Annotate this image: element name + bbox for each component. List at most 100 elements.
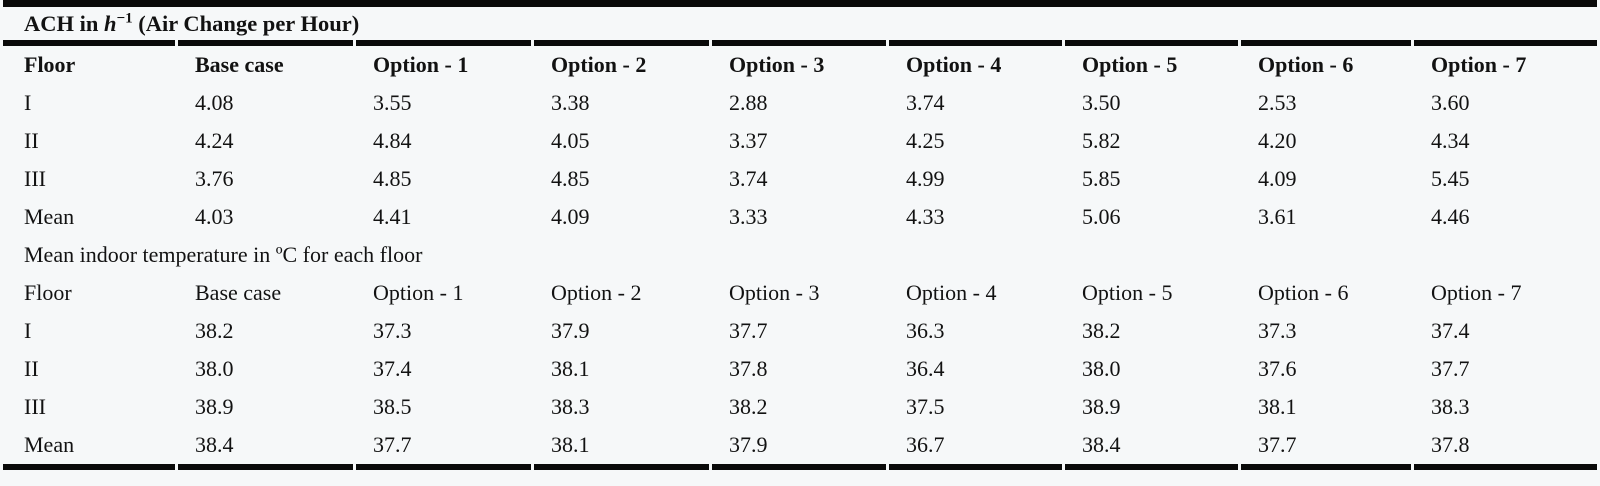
value-cell: 38.9 <box>1082 394 1121 419</box>
value-cell: 4.08 <box>195 90 234 115</box>
value-cell: 37.4 <box>373 356 412 381</box>
value-cell: 4.03 <box>195 204 234 229</box>
column-header: Option - 5 <box>1065 40 1238 84</box>
column-header: Option - 3 <box>712 40 886 84</box>
row-label: III <box>24 166 46 191</box>
value-cell: 37.7 <box>1431 356 1470 381</box>
value-cell: 4.41 <box>373 204 412 229</box>
column-header: Floor <box>24 280 72 305</box>
value-cell: 3.38 <box>551 90 590 115</box>
column-header: Option - 5 <box>1082 280 1173 305</box>
value-cell: 2.88 <box>729 90 768 115</box>
column-header: Option - 4 <box>906 280 997 305</box>
value-cell: 38.3 <box>551 394 590 419</box>
value-cell: 37.7 <box>1241 426 1411 470</box>
value-cell: 38.0 <box>1082 356 1121 381</box>
value-cell: 4.09 <box>1258 166 1297 191</box>
table-title: ACH in h−1 (Air Change per Hour) <box>3 0 1597 40</box>
value-cell: 37.3 <box>1258 318 1297 343</box>
table-row-temperature-i: I 38.2 37.3 37.9 37.7 36.3 38.2 37.3 37.4 <box>3 312 1597 350</box>
ach-temperature-table: ACH in h−1 (Air Change per Hour) Floor Ba… <box>3 0 1597 470</box>
column-header: Option - 2 <box>551 280 642 305</box>
section-title-row-temperature: Mean indoor temperature in ºC for each f… <box>3 236 1597 274</box>
value-cell: 4.05 <box>551 128 590 153</box>
value-cell: 3.76 <box>195 166 234 191</box>
value-cell: 38.5 <box>373 394 412 419</box>
table-row-ach-ii: II 4.24 4.84 4.05 3.37 4.25 5.82 4.20 4.34 <box>3 122 1597 160</box>
value-cell: 38.0 <box>195 356 234 381</box>
value-cell: 38.3 <box>1431 394 1470 419</box>
value-cell: 3.37 <box>729 128 768 153</box>
value-cell: 3.33 <box>729 204 768 229</box>
value-cell: 5.82 <box>1082 128 1121 153</box>
column-header: Option - 3 <box>729 280 820 305</box>
value-cell: 36.7 <box>889 426 1062 470</box>
value-cell: 37.5 <box>906 394 945 419</box>
value-cell: 4.34 <box>1431 128 1470 153</box>
value-cell: 3.74 <box>729 166 768 191</box>
header-row-ach: Floor Base case Option - 1 Option - 2 Option… <box>3 40 1597 84</box>
table-row-temperature-iii: III 38.9 38.5 38.3 38.2 37.5 38.9 38.1 38.3 <box>3 388 1597 426</box>
value-cell: 37.3 <box>373 318 412 343</box>
value-cell: 37.9 <box>551 318 590 343</box>
row-label: III <box>24 394 46 419</box>
value-cell: 4.20 <box>1258 128 1297 153</box>
table-row-temperature-ii: II 38.0 37.4 38.1 37.8 36.4 38.0 37.6 37.7 <box>3 350 1597 388</box>
title-variable-h: h <box>104 10 117 36</box>
value-cell: 37.7 <box>729 318 768 343</box>
value-cell: 5.45 <box>1431 166 1470 191</box>
title-suffix: (Air Change per Hour) <box>132 10 360 36</box>
column-header: Option - 2 <box>534 40 709 84</box>
value-cell: 3.50 <box>1082 90 1121 115</box>
table-title-row: ACH in h−1 (Air Change per Hour) <box>3 0 1597 40</box>
table-row-ach-i: I 4.08 3.55 3.38 2.88 3.74 3.50 2.53 3.60 <box>3 84 1597 122</box>
value-cell: 2.53 <box>1258 90 1297 115</box>
row-label: Mean <box>24 204 75 229</box>
value-cell: 36.4 <box>906 356 945 381</box>
row-label: I <box>24 318 32 343</box>
column-header: Option - 7 <box>1431 280 1522 305</box>
value-cell: 38.1 <box>1258 394 1297 419</box>
column-header: Base case <box>178 40 353 84</box>
value-cell: 38.4 <box>178 426 353 470</box>
value-cell: 38.9 <box>195 394 234 419</box>
column-header: Option - 7 <box>1414 40 1597 84</box>
column-header: Option - 1 <box>373 280 464 305</box>
table-row-ach-iii: III 3.76 4.85 4.85 3.74 4.99 5.85 4.09 5.45 <box>3 160 1597 198</box>
value-cell: 3.61 <box>1258 204 1297 229</box>
value-cell: 4.84 <box>373 128 412 153</box>
column-header: Base case <box>195 280 282 305</box>
value-cell: 4.85 <box>551 166 590 191</box>
value-cell: 37.8 <box>729 356 768 381</box>
value-cell: 4.25 <box>906 128 945 153</box>
column-header: Option - 4 <box>889 40 1062 84</box>
column-header: Option - 6 <box>1241 40 1411 84</box>
header-row-temperature: Floor Base case Option - 1 Option - 2 Option… <box>3 274 1597 312</box>
value-cell: 4.99 <box>906 166 945 191</box>
row-label: II <box>24 128 39 153</box>
value-cell: 3.55 <box>373 90 412 115</box>
section-title: Mean indoor temperature in ºC for each f… <box>24 242 423 267</box>
table-row-ach-mean: Mean 4.03 4.41 4.09 3.33 4.33 5.06 3.61 4.46 <box>3 198 1597 236</box>
value-cell: 5.06 <box>1082 204 1121 229</box>
value-cell: 3.60 <box>1431 90 1470 115</box>
value-cell: 36.3 <box>906 318 945 343</box>
value-cell: 38.2 <box>729 394 768 419</box>
value-cell: 3.74 <box>906 90 945 115</box>
value-cell: 4.24 <box>195 128 234 153</box>
value-cell: 38.1 <box>551 356 590 381</box>
value-cell: 4.46 <box>1431 204 1470 229</box>
value-cell: 4.33 <box>906 204 945 229</box>
row-label: II <box>24 356 39 381</box>
value-cell: 37.8 <box>1414 426 1597 470</box>
value-cell: 38.1 <box>534 426 709 470</box>
value-cell: 37.4 <box>1431 318 1470 343</box>
title-prefix: ACH in <box>24 10 105 36</box>
value-cell: 4.85 <box>373 166 412 191</box>
title-superscript: −1 <box>116 10 133 26</box>
value-cell: 37.6 <box>1258 356 1297 381</box>
value-cell: 37.7 <box>356 426 531 470</box>
row-label: Mean <box>3 426 175 470</box>
value-cell: 38.4 <box>1065 426 1238 470</box>
value-cell: 5.85 <box>1082 166 1121 191</box>
